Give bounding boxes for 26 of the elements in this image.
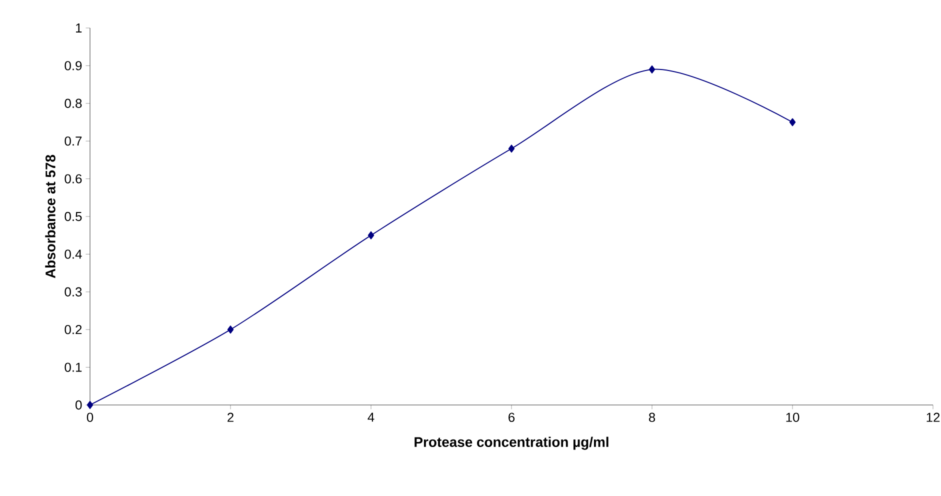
y-tick-label: 0.1: [64, 362, 82, 372]
y-tick-label: 0.9: [64, 61, 82, 70]
y-tick-label: 0.7: [64, 136, 82, 146]
y-tick-label: 0: [76, 400, 82, 410]
x-tick-label: 2: [228, 412, 234, 422]
x-tick-label: 4: [368, 412, 374, 422]
y-tick-label: 0.6: [64, 174, 82, 184]
point: [508, 144, 515, 153]
x-tick-label: 10: [786, 412, 800, 422]
y-tick-label: 1: [76, 24, 82, 32]
x-tick-label: 12: [926, 412, 940, 422]
y-tick-label: 0.4: [64, 250, 82, 259]
y-tick-label: 0.5: [64, 212, 82, 222]
x-axis-title: Protease concentration µg/ml: [414, 436, 608, 450]
x-tick-label: 6: [508, 412, 515, 422]
y-axis-title: Absorbance at 578: [45, 154, 56, 278]
point: [648, 65, 656, 74]
y-tick-label: 0.3: [64, 287, 82, 296]
point: [368, 231, 374, 240]
y-tick-label: 0.2: [64, 324, 82, 334]
y-tick-label: 0.8: [64, 98, 82, 108]
point: [227, 326, 234, 334]
point: [789, 118, 796, 126]
point: [86, 400, 94, 409]
x-tick-label: 8: [648, 412, 656, 422]
x-tick-label: 0: [86, 412, 94, 422]
